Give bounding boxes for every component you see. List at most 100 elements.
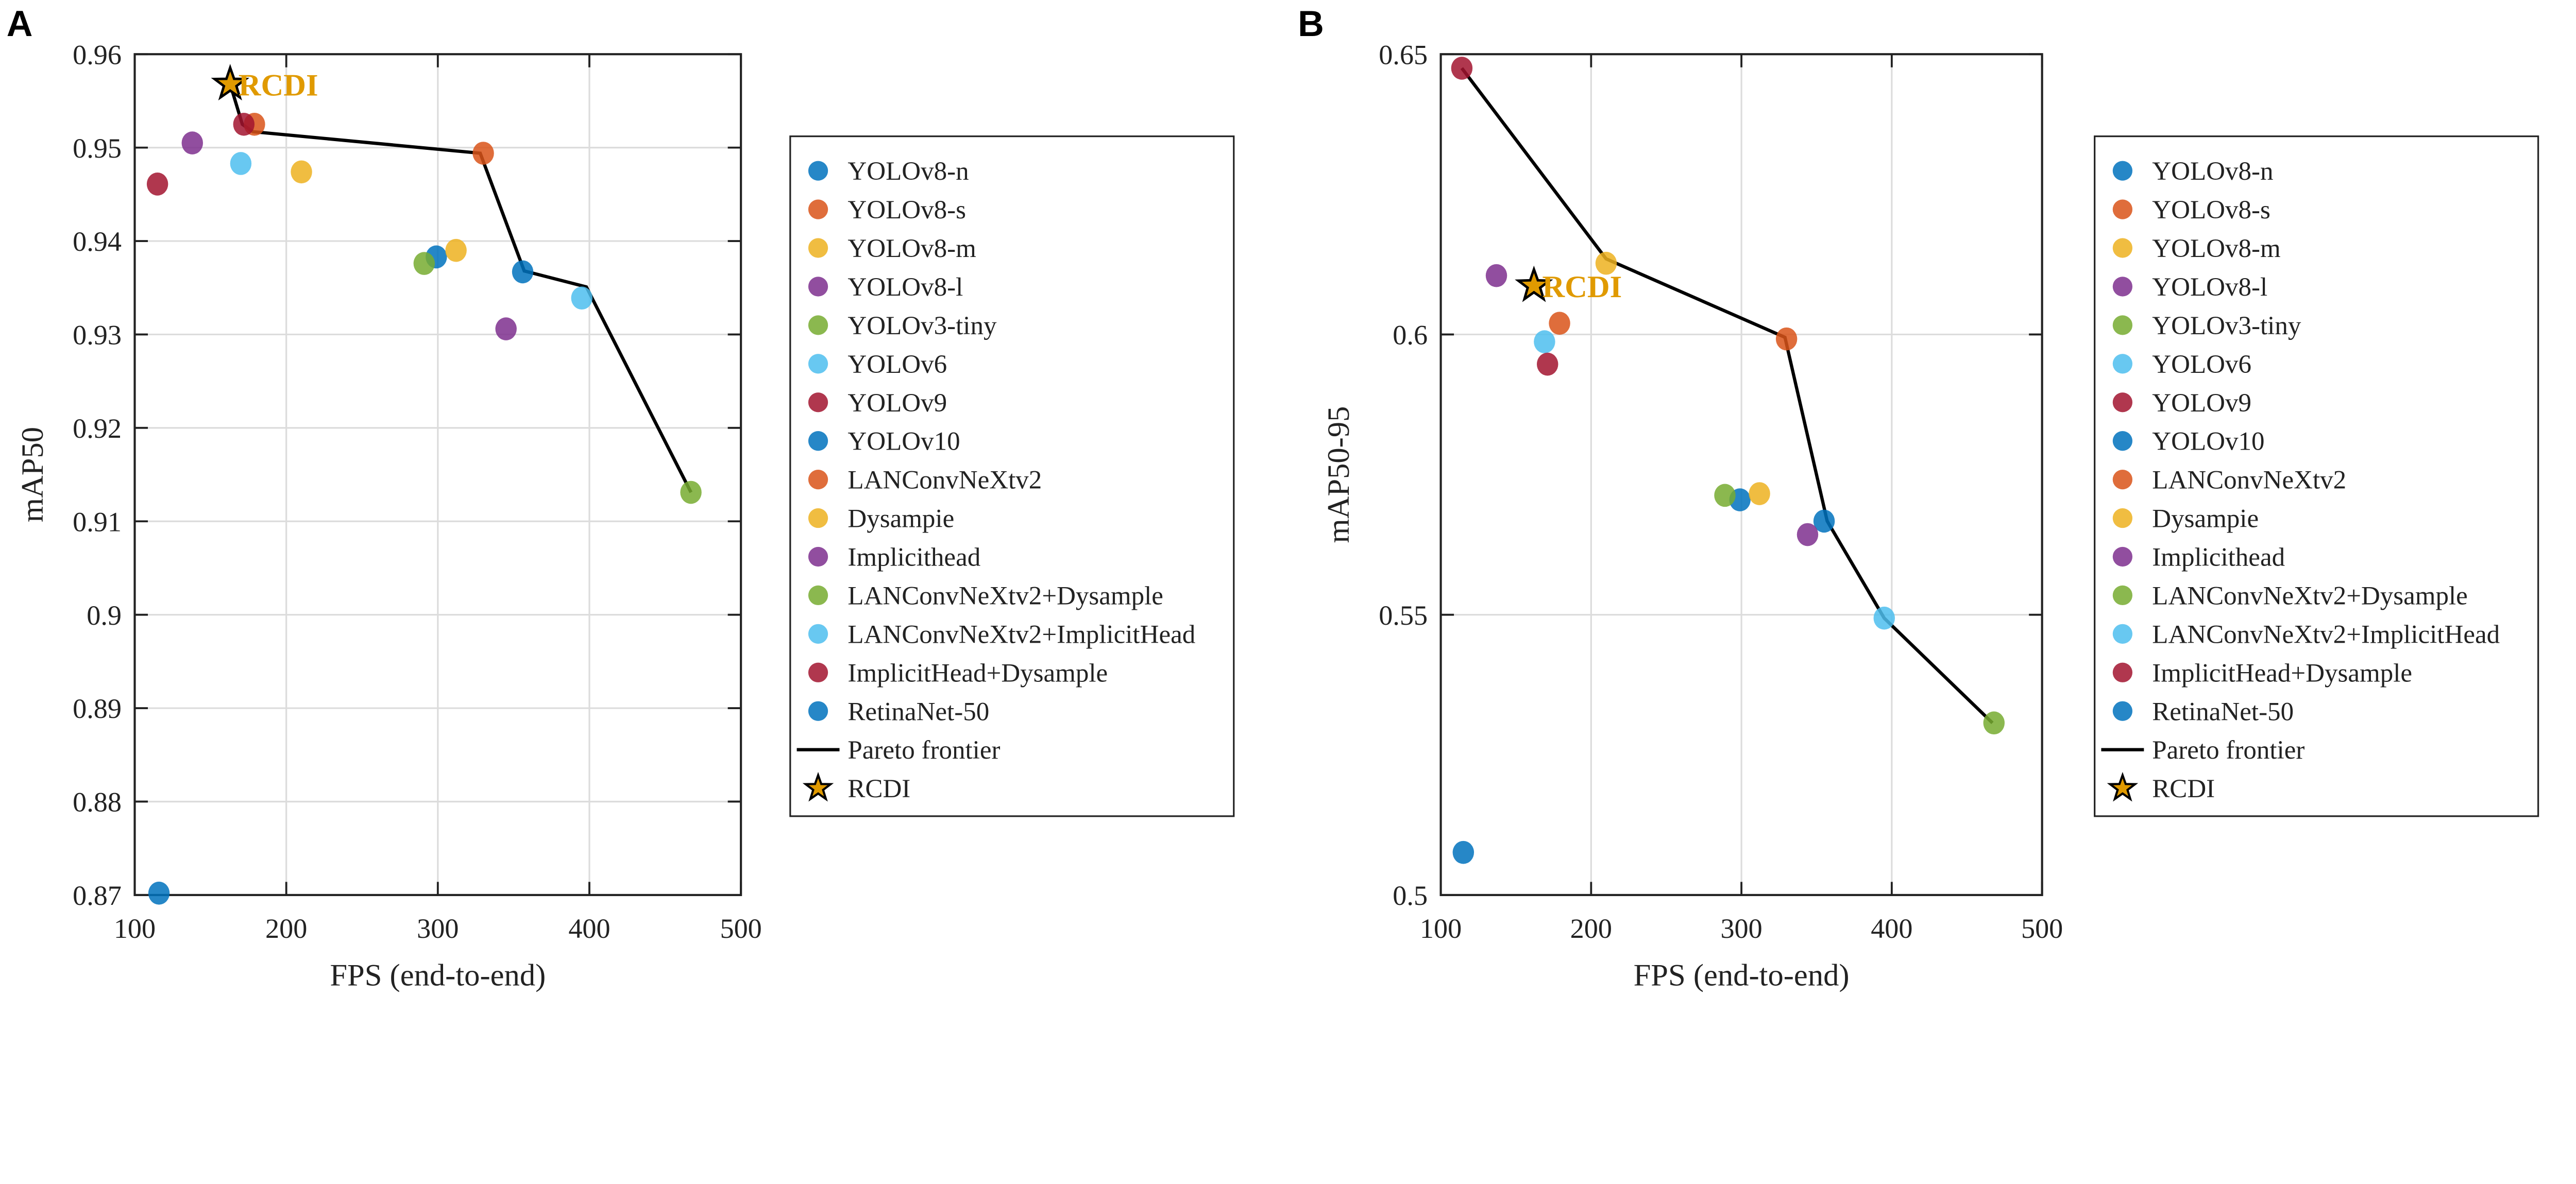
data-point-implicithead	[1797, 523, 1819, 546]
y-tick-label: 0.65	[1379, 39, 1428, 70]
y-tick-label: 0.95	[73, 133, 122, 164]
pareto-frontier-line	[1460, 67, 1994, 724]
legend-entry-label: Dysampie	[848, 505, 954, 534]
legend-entry-label: YOLOv3-tiny	[2152, 312, 2301, 340]
legend-marker	[2112, 431, 2133, 451]
legend-marker	[2112, 469, 2133, 490]
data-point-implicithead-dysample	[1536, 352, 1558, 376]
y-axis-label: mAP50	[15, 427, 50, 522]
x-tick-label: 300	[417, 913, 459, 944]
data-point-lanconvnextv2-dysample	[413, 252, 435, 275]
data-point-yolov8-n	[512, 260, 534, 284]
legend-entry-label: RetinaNet-50	[848, 697, 989, 726]
data-point-retinanet-50	[1452, 840, 1475, 864]
legend-entry-label: YOLOv8-s	[848, 196, 966, 225]
legend-marker	[2112, 277, 2133, 297]
chart-b: 100 200 300 400 500 0.5 0.55 0.6 0.65 FPS (end-to…	[1321, 39, 2539, 992]
legend-marker	[808, 161, 828, 181]
x-tick-label: 400	[1871, 913, 1912, 944]
y-tick-label: 0.9	[87, 600, 122, 631]
legend-entry-label: ImplicitHead+Dysample	[2152, 659, 2412, 688]
y-axis-label: mAP50-95	[1321, 406, 1356, 543]
legend-marker	[808, 392, 828, 413]
chart-a: 100 200 300 400 500 0.87 0.88 0.89 0.9 0.91 0.92 0.…	[15, 39, 1235, 992]
legend-entry-label: YOLOv8-m	[848, 234, 976, 263]
y-tick-label: 0.96	[73, 39, 122, 70]
data-point-yolov9	[1451, 57, 1473, 80]
legend-entry-label: RetinaNet-50	[2152, 697, 2294, 726]
legend-box	[2094, 135, 2539, 817]
legend-entry-label: YOLOv8-n	[2152, 157, 2273, 186]
plot-frame	[133, 53, 742, 896]
data-point-yolov8-s	[1775, 327, 1798, 351]
legend-entry-label: LANConvNeXtv2+ImplicitHead	[2152, 620, 2500, 649]
legend-entry-label: YOLOv10	[2152, 427, 2264, 456]
legend-box	[789, 135, 1235, 817]
legend-marker	[2112, 701, 2133, 721]
y-tick-label: 0.6	[1393, 320, 1428, 351]
legend-rcdi-star-icon	[2107, 771, 2139, 802]
legend-entry-label: ImplicitHead+Dysample	[848, 659, 1108, 688]
data-point-lanconvnextv2-implicithead	[230, 152, 252, 175]
legend-rcdi-label: RCDI	[2152, 775, 2215, 803]
legend-marker	[808, 585, 828, 606]
y-tick-label: 0.91	[73, 506, 122, 537]
legend-marker	[808, 277, 828, 297]
data-point-yolov3-tiny	[1983, 711, 2005, 735]
legend-entry-label: Implicithead	[848, 543, 980, 572]
data-point-yolov6	[1873, 606, 1895, 630]
data-point-yolov8-m	[291, 160, 312, 184]
pareto-frontier-line	[228, 83, 693, 493]
legend-entry-label: YOLOv8-l	[848, 273, 963, 302]
legend-entry-label: Dysampie	[2152, 505, 2259, 534]
x-tick-label: 100	[1420, 913, 1462, 944]
legend-marker	[2112, 315, 2133, 335]
legend-entry-label: Implicithead	[2152, 543, 2285, 572]
y-tick-label: 0.55	[1379, 600, 1428, 631]
legend-entry-label: YOLOv6	[2152, 350, 2251, 379]
legend-marker	[808, 199, 828, 219]
legend-rcdi-star-icon	[802, 771, 834, 802]
y-tick-label: 0.93	[73, 320, 122, 351]
legend-entry-label: LANConvNeXtv2+Dysample	[848, 581, 1163, 610]
legend-marker	[808, 238, 828, 258]
legend-marker	[2112, 508, 2133, 528]
legend-entry-label: YOLOv8-s	[2152, 196, 2270, 225]
data-point-lanconvnextv2-dysample	[1714, 484, 1736, 507]
legend-entry-label: YOLOv9	[2152, 389, 2251, 418]
x-tick-label: 200	[1570, 913, 1612, 944]
legend-marker	[2112, 624, 2133, 644]
legend-rcdi-label: RCDI	[848, 775, 910, 803]
data-point-yolov8-s	[472, 142, 494, 165]
legend-marker	[808, 315, 828, 335]
panel-letter-b: B	[1298, 3, 1324, 44]
legend-entry-label: YOLOv3-tiny	[848, 312, 997, 340]
legend-marker	[808, 431, 828, 451]
legend-marker	[808, 508, 828, 528]
data-point-yolov6	[571, 286, 592, 310]
data-point-implicithead	[495, 317, 517, 340]
data-point-yolov8-m	[1595, 251, 1617, 275]
x-tick-label: 400	[568, 913, 610, 944]
legend-entry-label: LANConvNeXtv2	[848, 466, 1042, 495]
legend-frontier-label: Pareto frontier	[848, 736, 1000, 765]
rcdi-star-icon	[211, 64, 250, 100]
legend-marker	[808, 662, 828, 682]
x-tick-label: 300	[1720, 913, 1762, 944]
figure: A B 100 200 300 400 500 0.87 0.88 0.89 0.9 0.91 0.…	[7, 3, 2539, 992]
legend-entry-label: LANConvNeXtv2+Dysample	[2152, 581, 2468, 610]
data-point-yolov8-l	[1485, 264, 1507, 287]
legend-marker	[808, 469, 828, 490]
legend-marker	[2112, 161, 2133, 181]
rcdi-star-icon	[1515, 265, 1553, 302]
y-tick-label: 0.94	[73, 226, 122, 257]
rcdi-label: RCDI	[1542, 270, 1622, 304]
legend-marker	[808, 546, 828, 567]
legend-entry-label: LANConvNeXtv2	[2152, 466, 2346, 495]
legend-marker	[2112, 392, 2133, 413]
rcdi-label: RCDI	[239, 68, 318, 103]
y-tick-label: 0.88	[73, 787, 122, 818]
legend-marker	[808, 701, 828, 721]
data-point-yolov3-tiny	[680, 481, 702, 504]
x-axis-label: FPS (end-to-end)	[1634, 958, 1850, 992]
